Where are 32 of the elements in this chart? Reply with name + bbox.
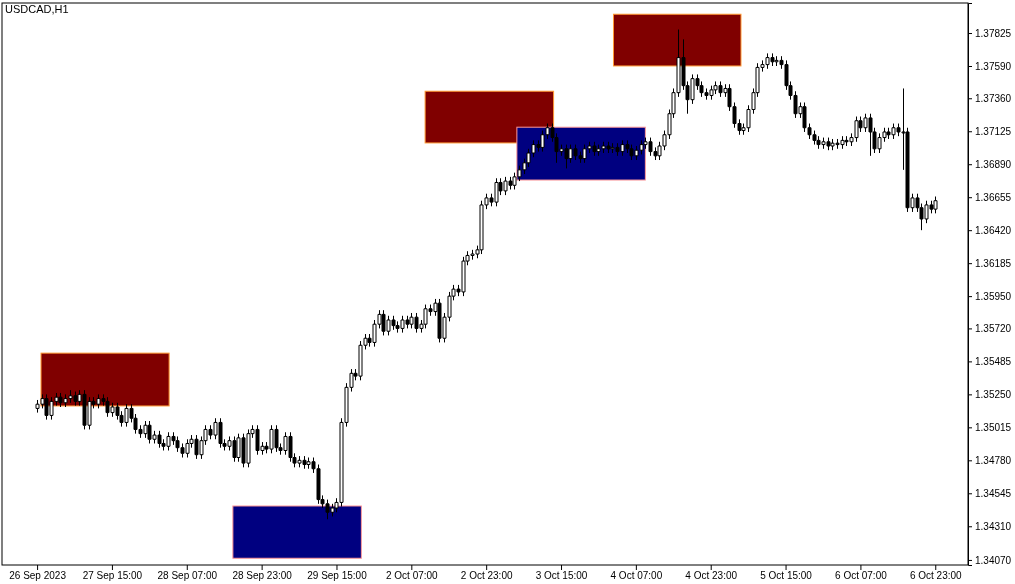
y-tick-label: 1.35485 — [975, 356, 1012, 368]
y-tick-label: 1.37360 — [975, 92, 1012, 104]
y-tick-label: 1.37590 — [975, 60, 1012, 72]
y-tick-label: 1.34070 — [975, 554, 1012, 566]
x-tick-label: 28 Sep 23:00 — [232, 570, 293, 582]
x-tick-label: 29 Sep 15:00 — [307, 570, 368, 582]
y-tick-label: 1.37125 — [975, 125, 1012, 137]
x-tick-label: 4 Oct 23:00 — [685, 570, 738, 582]
y-tick-label: 1.36890 — [975, 158, 1012, 170]
y-tick-label: 1.34310 — [975, 520, 1012, 532]
candlestick — [933, 196, 938, 214]
y-tick-label: 1.34780 — [975, 455, 1012, 467]
chart-title: USDCAD,H1 — [5, 3, 69, 15]
x-tick-label: 28 Sep 07:00 — [157, 570, 218, 582]
y-tick-label: 1.37825 — [975, 27, 1012, 39]
x-tick-label: 5 Oct 15:00 — [760, 570, 813, 582]
y-tick-label: 1.34545 — [975, 487, 1012, 499]
x-tick-label: 26 Sep 2023 — [9, 570, 67, 582]
x-tick-label: 6 Oct 23:00 — [909, 570, 963, 582]
x-tick-label: 2 Oct 07:00 — [385, 570, 439, 582]
x-tick-label: 3 Oct 15:00 — [535, 570, 588, 582]
x-tick-label: 27 Sep 15:00 — [82, 570, 143, 582]
y-tick-label: 1.36185 — [975, 257, 1012, 269]
y-tick-label: 1.36655 — [975, 191, 1012, 203]
y-tick-label: 1.35015 — [975, 422, 1012, 434]
x-tick-label: 2 Oct 23:00 — [460, 570, 513, 582]
y-tick-label: 1.35950 — [975, 290, 1012, 302]
y-tick-label: 1.36420 — [975, 224, 1012, 236]
y-tick-label: 1.35250 — [975, 389, 1012, 401]
x-tick-label: 4 Oct 07:00 — [610, 570, 663, 582]
x-tick-label: 6 Oct 07:00 — [835, 570, 888, 582]
y-tick-label: 1.35720 — [975, 323, 1012, 335]
